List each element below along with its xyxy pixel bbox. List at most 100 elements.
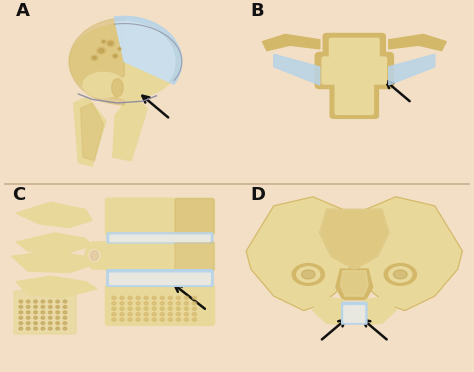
Circle shape xyxy=(176,318,181,321)
Wedge shape xyxy=(114,16,182,84)
Text: B: B xyxy=(251,2,264,20)
Circle shape xyxy=(184,307,189,310)
Ellipse shape xyxy=(384,264,416,285)
Circle shape xyxy=(27,322,30,325)
Circle shape xyxy=(168,296,173,299)
Circle shape xyxy=(34,311,37,314)
Circle shape xyxy=(120,302,124,305)
Circle shape xyxy=(56,322,59,325)
Ellipse shape xyxy=(83,72,124,97)
Text: A: A xyxy=(16,2,30,20)
Circle shape xyxy=(160,302,164,305)
Circle shape xyxy=(41,322,45,325)
Circle shape xyxy=(56,311,59,314)
Circle shape xyxy=(168,312,173,316)
Circle shape xyxy=(136,318,140,321)
FancyBboxPatch shape xyxy=(105,241,214,271)
Circle shape xyxy=(27,316,30,319)
Circle shape xyxy=(48,300,52,303)
Circle shape xyxy=(176,302,181,305)
Circle shape xyxy=(112,296,116,299)
Circle shape xyxy=(118,47,122,51)
Circle shape xyxy=(34,305,37,308)
Circle shape xyxy=(184,296,189,299)
Polygon shape xyxy=(85,242,108,269)
Circle shape xyxy=(48,327,52,330)
Circle shape xyxy=(63,316,67,319)
Circle shape xyxy=(41,305,45,308)
Circle shape xyxy=(168,307,173,310)
Circle shape xyxy=(136,307,140,310)
Circle shape xyxy=(112,318,116,321)
Polygon shape xyxy=(359,296,396,325)
FancyBboxPatch shape xyxy=(105,285,214,326)
Circle shape xyxy=(118,48,121,50)
Circle shape xyxy=(19,322,23,325)
Circle shape xyxy=(56,327,59,330)
Circle shape xyxy=(48,316,52,319)
FancyBboxPatch shape xyxy=(175,199,214,235)
Ellipse shape xyxy=(301,270,315,279)
Circle shape xyxy=(152,307,156,310)
Circle shape xyxy=(160,296,164,299)
Circle shape xyxy=(41,316,45,319)
FancyBboxPatch shape xyxy=(342,302,367,324)
Circle shape xyxy=(184,318,189,321)
Circle shape xyxy=(41,327,45,330)
Circle shape xyxy=(63,322,67,325)
Circle shape xyxy=(128,296,132,299)
Ellipse shape xyxy=(69,23,180,99)
Circle shape xyxy=(92,57,96,60)
Circle shape xyxy=(176,307,181,310)
Circle shape xyxy=(34,300,37,303)
FancyBboxPatch shape xyxy=(107,270,213,286)
Polygon shape xyxy=(246,197,354,311)
Circle shape xyxy=(192,296,197,299)
Circle shape xyxy=(27,300,30,303)
Circle shape xyxy=(128,307,132,310)
Ellipse shape xyxy=(113,77,150,100)
Circle shape xyxy=(136,296,140,299)
Polygon shape xyxy=(16,276,97,298)
Circle shape xyxy=(101,40,106,44)
Circle shape xyxy=(63,305,67,308)
FancyBboxPatch shape xyxy=(330,78,378,118)
Circle shape xyxy=(91,55,98,61)
Circle shape xyxy=(48,311,52,314)
Ellipse shape xyxy=(91,250,99,260)
Circle shape xyxy=(192,307,197,310)
Circle shape xyxy=(152,302,156,305)
Circle shape xyxy=(128,302,132,305)
Circle shape xyxy=(113,55,117,57)
Circle shape xyxy=(106,40,115,46)
Polygon shape xyxy=(340,271,368,296)
Circle shape xyxy=(41,311,45,314)
Circle shape xyxy=(63,300,67,303)
Circle shape xyxy=(63,327,67,330)
Polygon shape xyxy=(113,94,147,161)
FancyBboxPatch shape xyxy=(175,242,214,271)
Circle shape xyxy=(102,41,105,43)
Polygon shape xyxy=(81,103,104,161)
Circle shape xyxy=(144,296,148,299)
Polygon shape xyxy=(389,34,446,51)
Circle shape xyxy=(56,316,59,319)
Polygon shape xyxy=(313,296,350,325)
Circle shape xyxy=(144,302,148,305)
Circle shape xyxy=(120,296,124,299)
Polygon shape xyxy=(354,197,462,311)
Circle shape xyxy=(108,42,113,45)
Polygon shape xyxy=(262,34,320,51)
Wedge shape xyxy=(116,22,175,81)
Circle shape xyxy=(112,302,116,305)
Circle shape xyxy=(192,318,197,321)
Circle shape xyxy=(136,312,140,316)
Polygon shape xyxy=(74,97,106,166)
Circle shape xyxy=(63,311,67,314)
FancyBboxPatch shape xyxy=(315,52,393,89)
Circle shape xyxy=(144,312,148,316)
Circle shape xyxy=(176,296,181,299)
Circle shape xyxy=(48,322,52,325)
Circle shape xyxy=(128,318,132,321)
Ellipse shape xyxy=(89,250,100,262)
